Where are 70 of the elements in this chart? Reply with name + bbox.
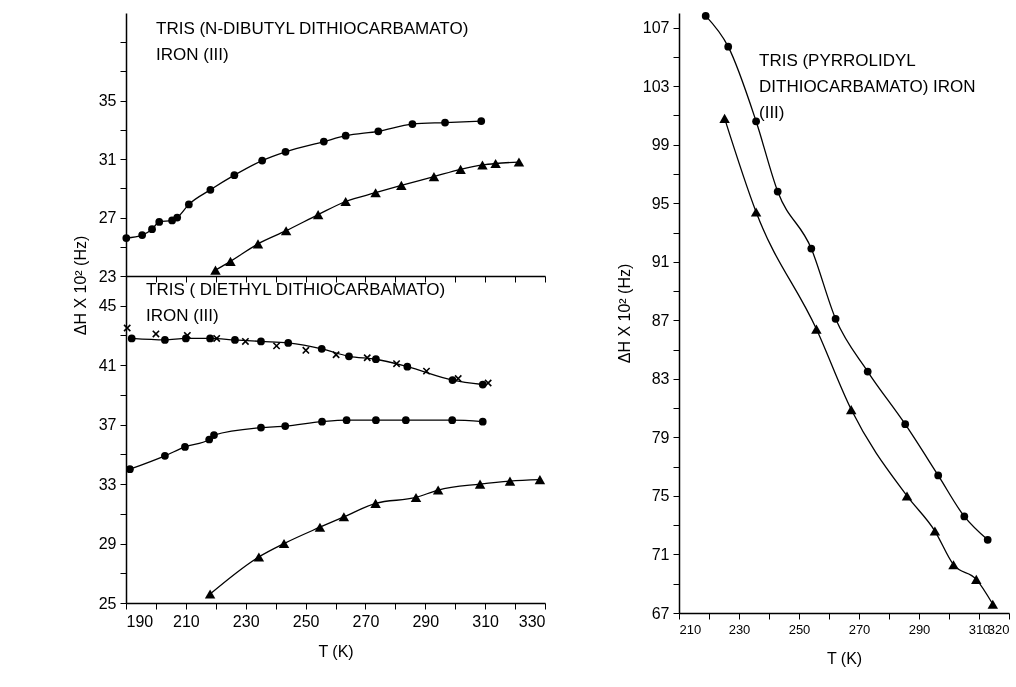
point xyxy=(138,231,147,239)
x-tick-label: 210 xyxy=(173,612,200,630)
y-tick-label: 87 xyxy=(651,311,670,329)
y-tick-label: 91 xyxy=(651,253,670,271)
point xyxy=(225,256,236,266)
x-axis-title: T (K) xyxy=(318,642,354,660)
y-tick-label: 25 xyxy=(98,594,117,612)
y-tick-label: 99 xyxy=(651,136,670,154)
point xyxy=(370,188,381,198)
y-tick-label: 103 xyxy=(642,77,670,95)
point xyxy=(280,226,292,236)
y-axis-title: ΔH X 10² (Hz) xyxy=(71,235,89,336)
x-tick-label: 230 xyxy=(728,621,751,637)
y-tick-label: 27 xyxy=(98,209,117,227)
point xyxy=(206,185,215,194)
y-tick-label: 31 xyxy=(98,150,117,168)
annotation: TRIS ( DIETHYL DITHIOCARBAMATO) IRON (III) xyxy=(146,280,446,325)
y-tick-label: 71 xyxy=(651,545,670,563)
point xyxy=(210,265,221,275)
y-tick-label: 29 xyxy=(98,535,117,553)
x-tick-label: 250 xyxy=(788,621,811,637)
point xyxy=(340,196,351,207)
point xyxy=(155,218,164,226)
annotation: TRIS (N-DIBUTYL DITHIOCARBAMATO) IRON (III) xyxy=(156,19,469,64)
point xyxy=(408,120,417,128)
point xyxy=(374,127,383,136)
y-tick-label: 41 xyxy=(98,356,117,374)
point xyxy=(252,239,264,249)
point xyxy=(148,225,156,234)
point xyxy=(230,171,239,180)
x-tick-label: 190 xyxy=(126,612,154,630)
x-tick-label: 290 xyxy=(412,612,440,630)
x-tick-label: 250 xyxy=(292,612,320,630)
y-tick-label: 35 xyxy=(98,92,117,110)
point xyxy=(396,180,407,190)
point xyxy=(173,213,182,222)
x-tick-label: 210 xyxy=(679,621,702,637)
point xyxy=(184,200,193,209)
y-tick-label: 83 xyxy=(651,370,670,388)
y-tick-label: 37 xyxy=(98,416,117,434)
x-tick-label: 230 xyxy=(232,612,260,630)
point xyxy=(319,137,328,146)
y-tick-label: 23 xyxy=(98,267,117,285)
point xyxy=(477,117,486,125)
point xyxy=(428,172,440,182)
point xyxy=(341,131,350,140)
y-tick-label: 95 xyxy=(651,194,670,212)
x-tick-label: 330 xyxy=(518,612,546,630)
annotation: TRIS (PYRROLIDYL DITHIOCARBAMATO) IRON (III) xyxy=(759,51,976,122)
x-tick-label: 270 xyxy=(352,612,380,630)
x-tick-label: 290 xyxy=(908,621,931,637)
point xyxy=(490,158,501,169)
point xyxy=(455,164,466,174)
point xyxy=(258,156,267,165)
y-tick-label: 79 xyxy=(651,428,670,446)
y-tick-label: 75 xyxy=(651,487,670,505)
point xyxy=(281,147,290,156)
point xyxy=(312,210,324,220)
x-axis-title: T (K) xyxy=(826,649,863,667)
y-axis-title: ΔH X 10² (Hz) xyxy=(615,263,633,364)
y-tick-label: 107 xyxy=(642,19,670,37)
point xyxy=(477,160,488,170)
y-tick-label: 67 xyxy=(651,604,670,622)
x-tick-label: 310 xyxy=(472,612,500,630)
y-tick-label: 33 xyxy=(98,475,117,493)
y-tick-label: 45 xyxy=(98,297,117,315)
point xyxy=(122,234,131,242)
point xyxy=(513,157,525,167)
point xyxy=(441,118,449,127)
x-tick-label: 270 xyxy=(848,621,871,637)
